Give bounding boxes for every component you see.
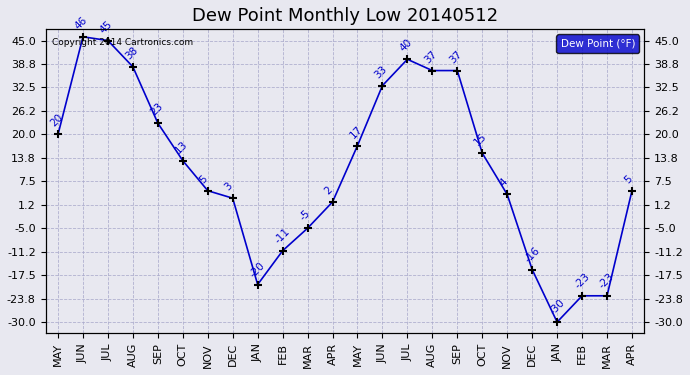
Point xyxy=(477,150,488,156)
Text: -30: -30 xyxy=(547,297,566,316)
Text: 17: 17 xyxy=(348,124,364,140)
Point xyxy=(277,248,288,254)
Text: 37: 37 xyxy=(422,49,439,65)
Text: -16: -16 xyxy=(522,245,542,264)
Point xyxy=(327,199,338,205)
Point xyxy=(551,319,562,325)
Point xyxy=(252,282,263,288)
Text: 3: 3 xyxy=(223,181,235,193)
Point xyxy=(602,293,613,299)
Text: 20: 20 xyxy=(48,112,65,129)
Text: -23: -23 xyxy=(572,271,591,290)
Point xyxy=(128,64,139,70)
Text: 5: 5 xyxy=(622,173,634,185)
Text: -20: -20 xyxy=(248,260,267,279)
Point xyxy=(227,195,238,201)
Title: Dew Point Monthly Low 20140512: Dew Point Monthly Low 20140512 xyxy=(192,7,498,25)
Point xyxy=(52,131,63,137)
Text: 46: 46 xyxy=(73,15,90,31)
Text: Copyright 2014 Cartronics.com: Copyright 2014 Cartronics.com xyxy=(52,38,193,47)
Text: 15: 15 xyxy=(473,131,489,148)
Text: 40: 40 xyxy=(397,38,414,54)
Text: -5: -5 xyxy=(298,208,313,223)
Point xyxy=(627,188,638,194)
Text: 38: 38 xyxy=(123,45,139,61)
Text: 37: 37 xyxy=(448,49,464,65)
Point xyxy=(526,267,538,273)
Point xyxy=(177,158,188,164)
Point xyxy=(377,82,388,88)
Text: 33: 33 xyxy=(373,64,389,80)
Text: -23: -23 xyxy=(598,271,616,290)
Point xyxy=(152,120,164,126)
Point xyxy=(577,293,588,299)
Text: -11: -11 xyxy=(273,226,292,245)
Point xyxy=(202,188,213,194)
Point xyxy=(452,68,463,74)
Text: 2: 2 xyxy=(323,184,335,196)
Text: 23: 23 xyxy=(148,101,164,118)
Text: 5: 5 xyxy=(198,173,210,185)
Point xyxy=(502,192,513,198)
Point xyxy=(302,225,313,231)
Point xyxy=(427,68,438,74)
Text: 13: 13 xyxy=(173,139,190,155)
Text: 4: 4 xyxy=(497,177,509,189)
Point xyxy=(102,38,113,44)
Legend: Dew Point (°F): Dew Point (°F) xyxy=(556,34,639,53)
Text: 45: 45 xyxy=(98,18,115,35)
Point xyxy=(352,142,363,148)
Point xyxy=(402,56,413,62)
Point xyxy=(77,34,88,40)
